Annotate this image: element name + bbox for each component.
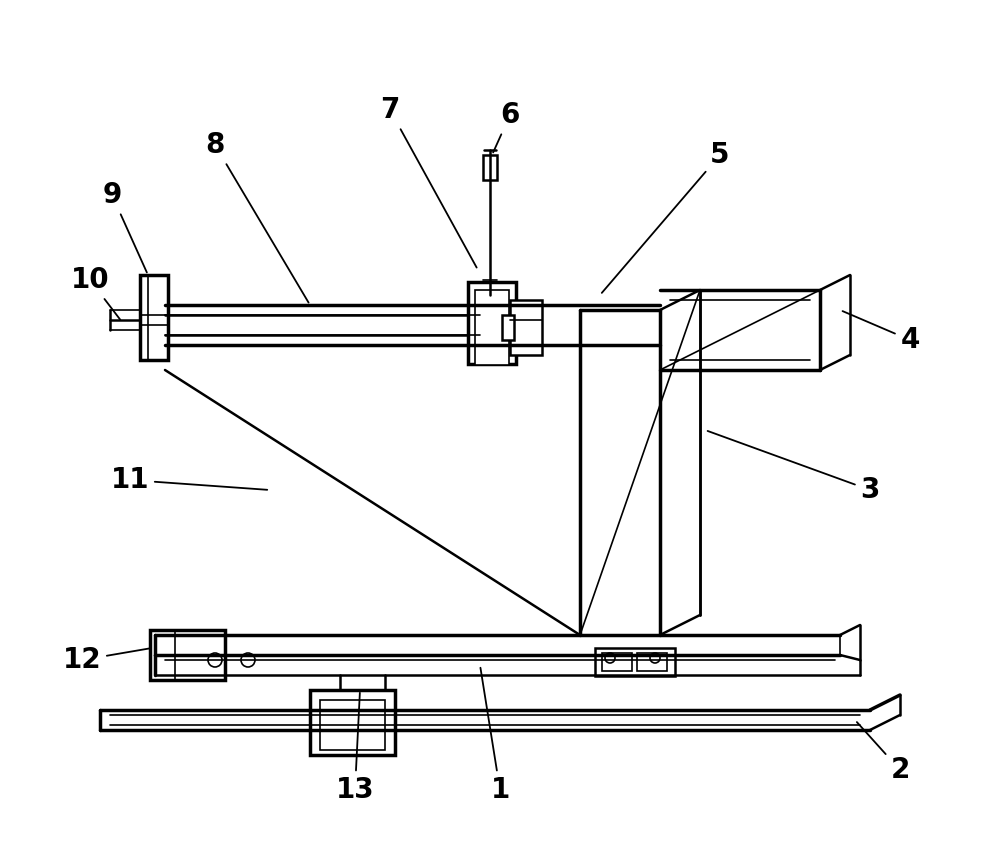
Bar xyxy=(502,315,514,340)
Bar xyxy=(510,300,542,355)
Bar xyxy=(602,653,632,671)
Text: 12: 12 xyxy=(63,646,149,674)
Text: 1: 1 xyxy=(480,668,510,804)
Text: 5: 5 xyxy=(602,141,730,293)
Text: 6: 6 xyxy=(493,101,520,152)
Text: 2: 2 xyxy=(857,722,910,784)
Bar xyxy=(595,648,675,676)
Bar xyxy=(150,630,225,680)
Text: 9: 9 xyxy=(102,181,147,272)
Bar xyxy=(320,700,385,750)
Text: 4: 4 xyxy=(843,311,920,354)
Bar xyxy=(637,653,667,671)
Text: 7: 7 xyxy=(380,96,477,268)
Text: 3: 3 xyxy=(708,431,880,504)
Text: 13: 13 xyxy=(336,693,374,804)
Bar xyxy=(475,290,509,365)
Text: 8: 8 xyxy=(205,131,309,302)
Bar xyxy=(310,690,395,755)
Text: 10: 10 xyxy=(71,266,120,319)
Bar xyxy=(468,282,516,364)
Text: 11: 11 xyxy=(111,466,267,494)
Bar xyxy=(483,155,497,180)
Bar xyxy=(140,275,168,360)
